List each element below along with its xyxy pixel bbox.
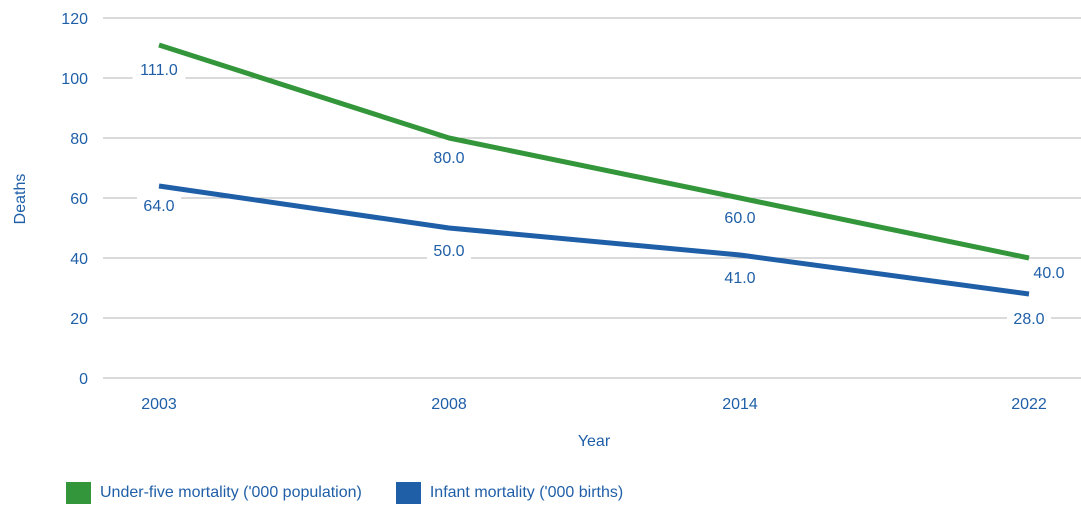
series-lines — [158, 42, 1030, 297]
y-tick-label: 120 — [61, 11, 88, 28]
data-label-background — [427, 146, 471, 168]
data-label: 80.0 — [433, 150, 464, 167]
series-line-1 — [158, 183, 1030, 297]
x-tick-label: 2008 — [431, 396, 467, 413]
x-axis-ticks: 2003 2008 2014 2022 — [141, 396, 1047, 413]
series-line-0 — [158, 42, 1030, 261]
legend-label-infant: Infant mortality ('000 births) — [429, 484, 624, 501]
data-label-background — [1007, 307, 1051, 329]
y-tick-label: 60 — [70, 191, 88, 208]
y-axis-title: Deaths — [12, 174, 29, 225]
y-tick-label: 0 — [79, 371, 88, 388]
line-chart: 0 20 40 60 80 100 120 2003 2008 2014 2022 111.0 80… — [12, 11, 1081, 450]
data-labels: 111.0 80.0 60.0 40.0 64.0 50.0 41.0 28.0 — [132, 58, 1071, 329]
data-label: 50.0 — [433, 243, 464, 260]
x-axis-title: Year — [578, 433, 611, 450]
legend-swatch-under-five — [66, 482, 91, 504]
data-label: 111.0 — [140, 62, 178, 79]
x-tick-label: 2022 — [1011, 396, 1047, 413]
legend: Under-five mortality ('000 population) I… — [66, 482, 657, 504]
y-tick-label: 40 — [70, 251, 88, 268]
data-label-background — [718, 206, 762, 228]
legend-item-under-five: Under-five mortality ('000 population) — [66, 482, 362, 504]
data-label: 40.0 — [1033, 265, 1064, 282]
data-label-background — [132, 58, 186, 80]
data-label-background — [718, 266, 762, 288]
legend-swatch-infant — [395, 482, 421, 504]
x-tick-label: 2014 — [722, 396, 758, 413]
data-label-background — [1027, 261, 1071, 283]
legend-item-infant: Infant mortality ('000 births) — [395, 482, 624, 504]
y-axis-ticks: 0 20 40 60 80 100 120 — [61, 11, 88, 388]
data-label: 28.0 — [1013, 311, 1044, 328]
data-label: 64.0 — [143, 198, 174, 215]
data-label: 41.0 — [724, 270, 755, 287]
legend-label-under-five: Under-five mortality ('000 population) — [100, 484, 362, 501]
x-tick-label: 2003 — [141, 396, 177, 413]
y-tick-label: 20 — [70, 311, 88, 328]
y-tick-label: 80 — [70, 131, 88, 148]
data-label-background — [427, 239, 471, 261]
y-tick-label: 100 — [61, 71, 88, 88]
data-label: 60.0 — [724, 210, 755, 227]
data-label-background — [137, 194, 181, 216]
